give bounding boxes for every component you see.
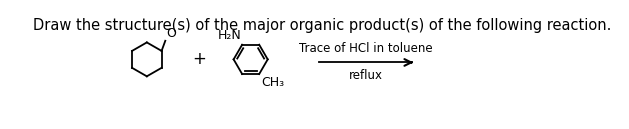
Text: Trace of HCl in toluene: Trace of HCl in toluene	[299, 42, 432, 55]
Text: Draw the structure(s) of the major organic product(s) of the following reaction.: Draw the structure(s) of the major organ…	[33, 18, 611, 33]
Text: reflux: reflux	[348, 69, 382, 82]
Text: +: +	[192, 50, 206, 68]
Text: H₂N: H₂N	[218, 29, 242, 42]
Text: O: O	[166, 27, 176, 40]
Text: CH₃: CH₃	[261, 76, 284, 89]
